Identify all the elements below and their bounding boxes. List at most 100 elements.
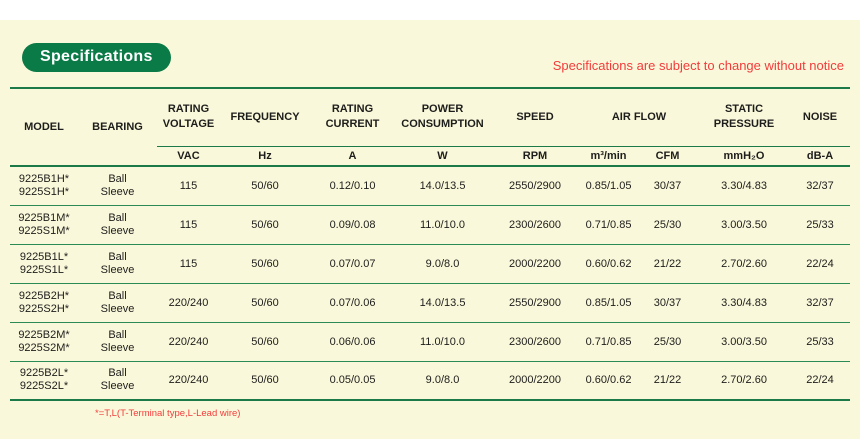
table-row: 9225B2M* 9225S2M* Ball Sleeve 220/240 50… [10,322,851,362]
bearing-line: Sleeve [100,224,135,237]
model-line: 9225B2L* [19,367,69,380]
header-line: RATING [167,103,210,116]
cell-current: 0.09/0.08 [310,205,395,245]
cell-bearing: Ball Sleeve [78,361,157,401]
col-header-static-pressure: STATIC PRESSURE [698,87,791,147]
cell-bearing: Ball Sleeve [78,283,157,323]
bearing-line: Sleeve [100,341,135,354]
cell-bearing: Ball Sleeve [78,244,157,284]
cell-frequency: 50/60 [220,166,310,206]
cell-power: 9.0/8.0 [395,361,490,401]
cell-frequency: 50/60 [220,322,310,362]
col-header-bearing: BEARING [78,87,157,167]
col-header-speed: SPEED [490,87,580,147]
col-header-noise: NOISE [790,87,851,147]
cell-voltage: 220/240 [157,283,220,323]
unit-current: A [310,146,395,167]
col-header-rating-current: RATING CURRENT [310,87,395,147]
header-line: STATIC [724,103,764,116]
cell-speed: 2550/2900 [490,166,580,206]
cell-static-pressure: 3.30/4.83 [698,166,791,206]
cell-power: 14.0/13.5 [395,283,490,323]
model-line: 9225S2H* [18,302,70,315]
cell-noise: 25/33 [790,322,851,362]
cell-voltage: 115 [157,205,220,245]
bearing-line: Sleeve [100,302,135,315]
cell-airflow-cfm: 30/37 [637,166,699,206]
unit-noise: dB-A [790,146,851,167]
cell-static-pressure: 3.00/3.50 [698,205,791,245]
bearing-line: Ball [108,172,127,185]
header-line: POWER [421,103,464,116]
cell-model: 9225B1H* 9225S1H* [10,166,78,206]
header-line: VOLTAGE [162,118,215,131]
cell-static-pressure: 3.00/3.50 [698,322,791,362]
cell-frequency: 50/60 [220,283,310,323]
cell-noise: 22/24 [790,244,851,284]
cell-current: 0.05/0.05 [310,361,395,401]
header-row: MODEL BEARING RATING VOLTAGE FREQUENCY R… [10,87,851,167]
bearing-line: Sleeve [100,263,135,276]
cell-noise: 25/33 [790,205,851,245]
cell-frequency: 50/60 [220,205,310,245]
cell-airflow-m3: 0.71/0.85 [580,322,637,362]
bearing-line: Ball [108,367,127,380]
model-line: 9225B1L* [19,250,69,263]
cell-airflow-cfm: 30/37 [637,283,699,323]
cell-noise: 22/24 [790,361,851,401]
cell-airflow-m3: 0.71/0.85 [580,205,637,245]
cell-model: 9225B1L* 9225S1L* [10,244,78,284]
table-row: 9225B2L* 9225S2L* Ball Sleeve 220/240 50… [10,361,851,401]
model-line: 9225S2M* [18,341,70,354]
bearing-line: Ball [108,289,127,302]
cell-airflow-m3: 0.85/1.05 [580,166,637,206]
model-line: 9225S1M* [18,224,70,237]
header-line: RATING [331,103,374,116]
cell-model: 9225B2M* 9225S2M* [10,322,78,362]
cell-bearing: Ball Sleeve [78,322,157,362]
cell-bearing: Ball Sleeve [78,166,157,206]
spec-panel: Specifications Specifications are subjec… [0,20,860,439]
table-row: 9225B2H* 9225S2H* Ball Sleeve 220/240 50… [10,283,851,323]
bearing-line: Ball [108,211,127,224]
col-header-rating-voltage: RATING VOLTAGE [157,87,220,147]
cell-airflow-cfm: 25/30 [637,322,699,362]
model-line: 9225B2M* [18,328,70,341]
cell-current: 0.07/0.06 [310,283,395,323]
cell-voltage: 115 [157,244,220,284]
cell-power: 9.0/8.0 [395,244,490,284]
cell-model: 9225B2L* 9225S2L* [10,361,78,401]
unit-voltage: VAC [157,146,220,167]
cell-current: 0.06/0.06 [310,322,395,362]
cell-airflow-cfm: 21/22 [637,244,699,284]
cell-power: 14.0/13.5 [395,166,490,206]
cell-airflow-m3: 0.60/0.62 [580,244,637,284]
col-header-power-consumption: POWER CONSUMPTION [395,87,490,147]
cell-power: 11.0/10.0 [395,205,490,245]
specifications-table: MODEL BEARING RATING VOLTAGE FREQUENCY R… [10,87,851,401]
cell-voltage: 220/240 [157,361,220,401]
model-line: 9225S1L* [19,263,69,276]
bearing-line: Ball [108,328,127,341]
unit-airflow-m3: m³/min [580,146,637,167]
unit-airflow-cfm: CFM [637,146,699,167]
cell-model: 9225B1M* 9225S1M* [10,205,78,245]
unit-frequency: Hz [220,146,310,167]
cell-speed: 2550/2900 [490,283,580,323]
cell-airflow-cfm: 21/22 [637,361,699,401]
cell-speed: 2000/2200 [490,244,580,284]
cell-airflow-cfm: 25/30 [637,205,699,245]
cell-static-pressure: 2.70/2.60 [698,361,791,401]
bearing-line: Sleeve [100,185,135,198]
cell-voltage: 220/240 [157,322,220,362]
cell-frequency: 50/60 [220,361,310,401]
bearing-line: Ball [108,250,127,263]
bearing-line: Sleeve [100,380,135,393]
cell-airflow-m3: 0.60/0.62 [580,361,637,401]
header-line: PRESSURE [713,118,775,131]
cell-model: 9225B2H* 9225S2H* [10,283,78,323]
cell-current: 0.07/0.07 [310,244,395,284]
cell-current: 0.12/0.10 [310,166,395,206]
footnote: *=T,L(T-Terminal type,L-Lead wire) [95,408,241,419]
header-line: CONSUMPTION [401,118,484,131]
